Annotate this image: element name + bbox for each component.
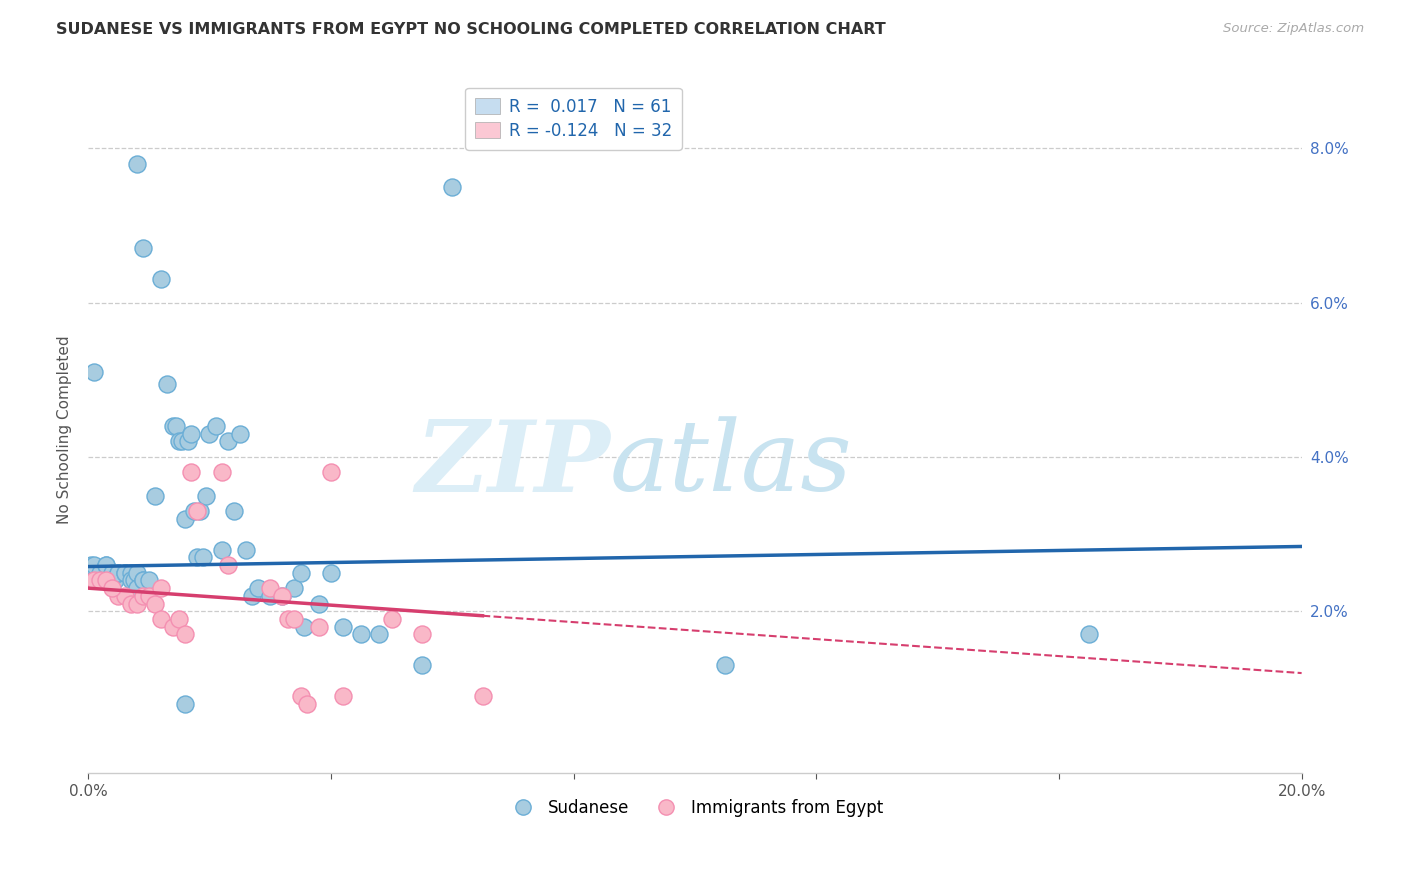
Point (714, 658, 737, 673)
Point (83, 365, 105, 379)
Point (149, 581, 172, 595)
Point (235, 542, 257, 557)
Point (240, 589, 263, 603)
Point (125, 156, 148, 170)
Point (132, 242, 155, 256)
Point (350, 627, 373, 641)
Point (125, 597, 148, 611)
Point (96, 574, 118, 588)
Point (120, 597, 142, 611)
Point (80, 558, 103, 572)
Point (138, 589, 160, 603)
Point (114, 566, 136, 580)
Point (177, 434, 200, 449)
Point (290, 566, 312, 580)
Point (217, 558, 239, 572)
Point (83, 558, 105, 572)
Point (172, 434, 194, 449)
Point (259, 589, 281, 603)
Point (283, 581, 305, 595)
Point (174, 697, 197, 711)
Text: ZIP: ZIP (415, 416, 610, 513)
Point (89, 574, 111, 588)
Point (125, 566, 148, 580)
Point (138, 574, 160, 588)
Point (211, 542, 233, 557)
Point (180, 426, 202, 441)
Point (441, 179, 464, 194)
Point (167, 434, 190, 449)
Point (368, 627, 391, 641)
Point (283, 612, 305, 626)
Point (83, 574, 105, 588)
Point (104, 574, 127, 588)
Y-axis label: No Schooling Completed: No Schooling Completed (58, 335, 72, 524)
Point (162, 620, 184, 634)
Point (292, 620, 315, 634)
Point (120, 566, 142, 580)
Point (217, 434, 239, 449)
Legend: Sudanese, Immigrants from Egypt: Sudanese, Immigrants from Egypt (499, 792, 890, 823)
Point (204, 419, 226, 434)
Point (229, 426, 252, 441)
Point (277, 612, 299, 626)
Point (162, 419, 184, 434)
Point (96, 558, 118, 572)
Point (198, 426, 221, 441)
Point (114, 589, 136, 603)
Point (107, 566, 129, 580)
Point (165, 419, 187, 434)
Point (143, 489, 166, 503)
Text: SUDANESE VS IMMIGRANTS FROM EGYPT NO SCHOOLING COMPLETED CORRELATION CHART: SUDANESE VS IMMIGRANTS FROM EGYPT NO SCH… (56, 22, 886, 37)
Point (96, 558, 118, 572)
Point (308, 620, 330, 634)
Point (332, 690, 354, 704)
Point (211, 466, 233, 480)
Point (107, 589, 129, 603)
Point (101, 566, 124, 580)
Point (132, 574, 155, 588)
Point (295, 697, 318, 711)
Point (149, 612, 172, 626)
Point (174, 627, 197, 641)
Point (290, 690, 312, 704)
Point (101, 581, 124, 595)
Point (1078, 627, 1101, 641)
Point (183, 504, 205, 518)
Text: atlas: atlas (610, 417, 852, 512)
Point (114, 566, 136, 580)
Point (319, 466, 342, 480)
Point (190, 504, 212, 518)
Point (143, 597, 166, 611)
Point (411, 627, 433, 641)
Point (122, 574, 145, 588)
Point (132, 589, 155, 603)
Point (180, 466, 202, 480)
Point (120, 574, 142, 588)
Point (186, 504, 208, 518)
Point (471, 690, 494, 704)
Point (319, 566, 342, 580)
Point (308, 597, 330, 611)
Point (89, 566, 111, 580)
Point (222, 504, 245, 518)
Point (167, 612, 190, 626)
Point (156, 376, 179, 391)
Point (107, 566, 129, 580)
Point (259, 581, 281, 595)
Point (411, 658, 433, 673)
Point (125, 581, 148, 595)
Point (247, 581, 270, 595)
Point (271, 589, 294, 603)
Text: Source: ZipAtlas.com: Source: ZipAtlas.com (1223, 22, 1364, 36)
Point (332, 620, 354, 634)
Point (193, 550, 215, 565)
Point (380, 612, 402, 626)
Point (186, 550, 208, 565)
Point (132, 574, 155, 588)
Point (174, 511, 197, 525)
Point (149, 272, 172, 286)
Point (195, 489, 218, 503)
Point (271, 589, 294, 603)
